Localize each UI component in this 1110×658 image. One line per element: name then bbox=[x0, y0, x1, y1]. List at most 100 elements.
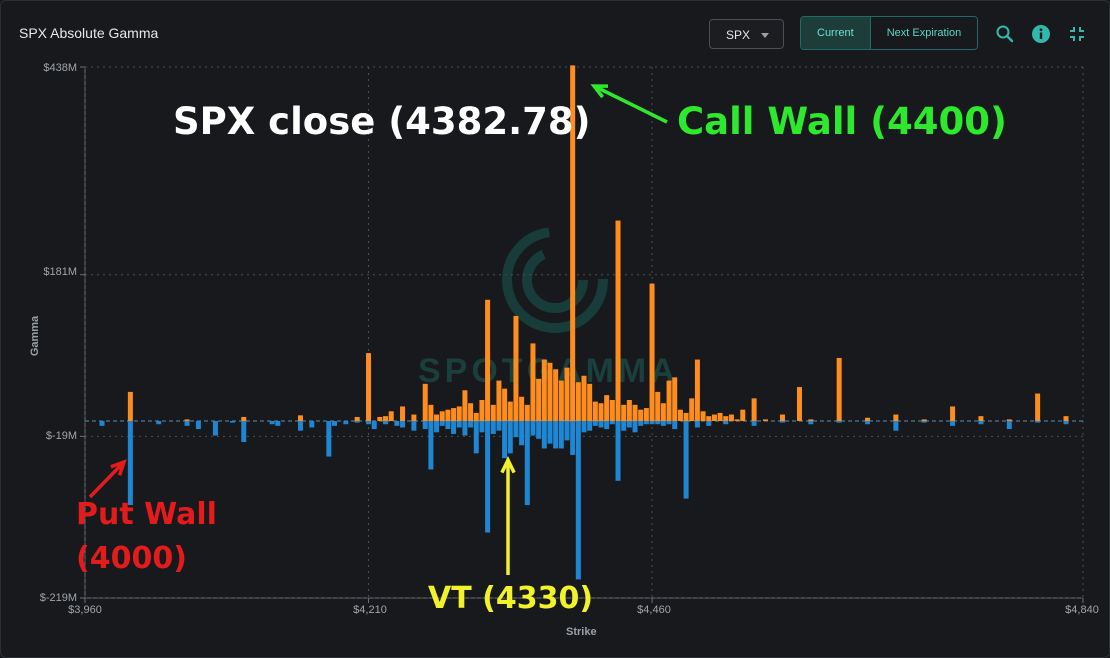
positive-bar bbox=[865, 417, 871, 421]
positive-bar bbox=[632, 404, 638, 421]
positive-bar bbox=[479, 399, 485, 421]
tab-current[interactable]: Current bbox=[801, 17, 871, 49]
positive-bar bbox=[717, 412, 723, 421]
negative-bar bbox=[632, 421, 638, 433]
positive-bar bbox=[490, 404, 496, 421]
positive-bar bbox=[666, 380, 672, 421]
negative-bar bbox=[564, 421, 570, 441]
negative-bar bbox=[371, 421, 377, 430]
annotation-put-wall: Put Wall (4000) bbox=[76, 493, 217, 581]
negative-bar bbox=[536, 421, 542, 439]
positive-bar bbox=[672, 377, 678, 421]
negative-bar bbox=[507, 421, 513, 454]
negative-bar bbox=[241, 421, 247, 443]
positive-bar bbox=[507, 401, 513, 421]
negative-bar bbox=[473, 421, 479, 454]
positive-bar bbox=[473, 412, 479, 421]
positive-bar bbox=[297, 415, 303, 421]
positive-bar bbox=[439, 411, 445, 421]
negative-bar bbox=[558, 421, 564, 449]
positive-bar bbox=[751, 398, 757, 421]
negative-bar bbox=[229, 421, 235, 423]
x-tick-label: $4,460 bbox=[637, 604, 671, 616]
negative-bar bbox=[683, 421, 689, 499]
collapse-icon[interactable] bbox=[1067, 24, 1087, 44]
negative-bar bbox=[428, 421, 434, 470]
positive-bar bbox=[428, 404, 434, 421]
negative-bar bbox=[156, 421, 162, 425]
negative-bar bbox=[195, 421, 201, 430]
negative-bar bbox=[456, 421, 462, 428]
positive-bar bbox=[615, 220, 621, 421]
negative-bar bbox=[1035, 421, 1041, 423]
positive-bar bbox=[502, 388, 508, 421]
positive-bar bbox=[796, 387, 802, 421]
positive-bar bbox=[728, 414, 734, 421]
negative-bar bbox=[524, 421, 530, 506]
negative-bar bbox=[445, 421, 451, 430]
negative-bar bbox=[649, 421, 655, 425]
positive-bar bbox=[779, 414, 785, 421]
info-icon[interactable] bbox=[1031, 24, 1051, 44]
negative-bar bbox=[496, 421, 502, 431]
negative-bar bbox=[672, 421, 678, 430]
positive-bar bbox=[496, 380, 502, 421]
negative-bar bbox=[383, 421, 389, 425]
positive-bar bbox=[1035, 393, 1041, 421]
symbol-select[interactable]: SPX bbox=[709, 19, 784, 49]
negative-bar bbox=[553, 421, 559, 449]
negative-bar bbox=[326, 421, 332, 457]
positive-bar bbox=[734, 419, 740, 421]
positive-bar bbox=[451, 408, 457, 421]
positive-bar bbox=[553, 369, 559, 421]
put-wall-arrow-shaft bbox=[88, 460, 126, 499]
negative-bar bbox=[604, 421, 610, 430]
negative-bar bbox=[1063, 421, 1069, 425]
negative-bar bbox=[808, 421, 814, 425]
negative-bar bbox=[587, 421, 593, 431]
negative-bar bbox=[439, 421, 445, 426]
negative-bar bbox=[468, 421, 474, 428]
negative-bar bbox=[723, 421, 729, 425]
positive-bar bbox=[575, 382, 581, 421]
annotation-put-wall-strike: (4000) bbox=[76, 541, 187, 576]
positive-bar bbox=[711, 414, 717, 421]
positive-bar bbox=[1006, 419, 1012, 421]
positive-bar bbox=[694, 359, 700, 421]
call-wall-arrow-shaft bbox=[593, 84, 668, 124]
negative-bar bbox=[666, 421, 672, 425]
annotation-spx-close: SPX close (4382.78) bbox=[173, 100, 591, 143]
positive-bar bbox=[762, 419, 768, 421]
tab-next-expiration[interactable]: Next Expiration bbox=[870, 17, 978, 49]
negative-bar bbox=[581, 421, 587, 433]
positive-bar bbox=[592, 401, 598, 421]
positive-bar bbox=[604, 395, 610, 421]
search-icon[interactable] bbox=[995, 24, 1015, 44]
negative-bar bbox=[354, 421, 360, 423]
negative-bar bbox=[660, 421, 666, 426]
positive-bar bbox=[127, 391, 133, 421]
positive-bar bbox=[587, 383, 593, 421]
negative-bar bbox=[309, 421, 315, 428]
positive-bar bbox=[547, 362, 553, 421]
positive-bar bbox=[683, 412, 689, 421]
positive-bar bbox=[893, 414, 899, 421]
negative-bar bbox=[865, 421, 871, 425]
negative-bar bbox=[541, 421, 547, 449]
positive-bar bbox=[468, 403, 474, 421]
positive-bar bbox=[541, 359, 547, 421]
negative-bar bbox=[490, 421, 496, 434]
positive-bar bbox=[530, 343, 536, 421]
negative-bar bbox=[836, 421, 842, 423]
positive-bar bbox=[950, 406, 956, 421]
positive-bar bbox=[836, 357, 842, 421]
negative-bar bbox=[1006, 421, 1012, 430]
positive-bar bbox=[700, 411, 706, 421]
negative-bar bbox=[366, 421, 372, 425]
positive-bar bbox=[655, 391, 661, 421]
y-tick-label: $181M bbox=[43, 266, 77, 278]
negative-bar bbox=[779, 421, 785, 423]
positive-bar bbox=[689, 398, 695, 421]
negative-bar bbox=[462, 421, 468, 436]
vt-arrow-head bbox=[500, 455, 516, 474]
